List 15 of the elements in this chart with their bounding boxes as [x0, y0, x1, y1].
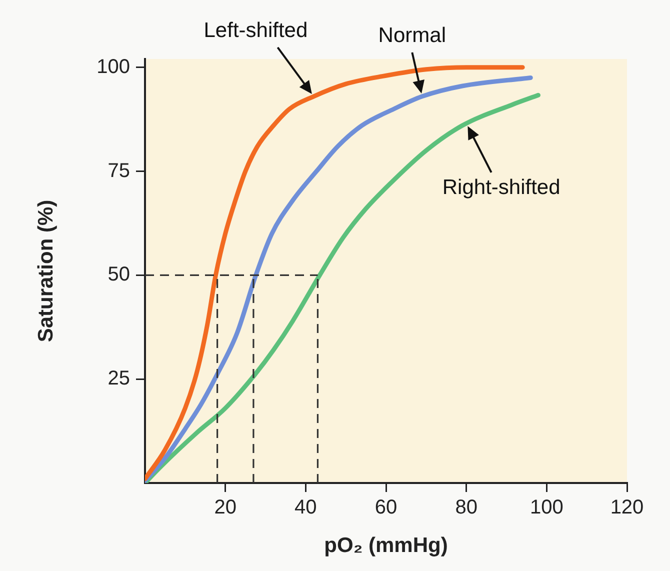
- x-axis-title: pO₂ (mmHg): [324, 534, 448, 558]
- x-tick-label: 20: [214, 496, 236, 519]
- x-tick-label: 40: [294, 496, 317, 519]
- annotation: Right-shifted: [442, 176, 560, 200]
- y-tick-label: 50: [108, 264, 130, 286]
- y-axis-title: Saturation (%): [34, 200, 58, 342]
- y-tick-label: 75: [108, 160, 130, 182]
- x-tick-label: 60: [374, 496, 398, 519]
- x-tick-label: 120: [610, 496, 644, 519]
- annotation: Normal: [378, 24, 446, 48]
- x-tick-label: 100: [530, 496, 564, 519]
- y-tick-label: 100: [96, 56, 130, 78]
- y-tick-label: 25: [108, 368, 130, 390]
- annotation: Left-shifted: [204, 19, 308, 42]
- x-tick-label: 80: [455, 496, 478, 519]
